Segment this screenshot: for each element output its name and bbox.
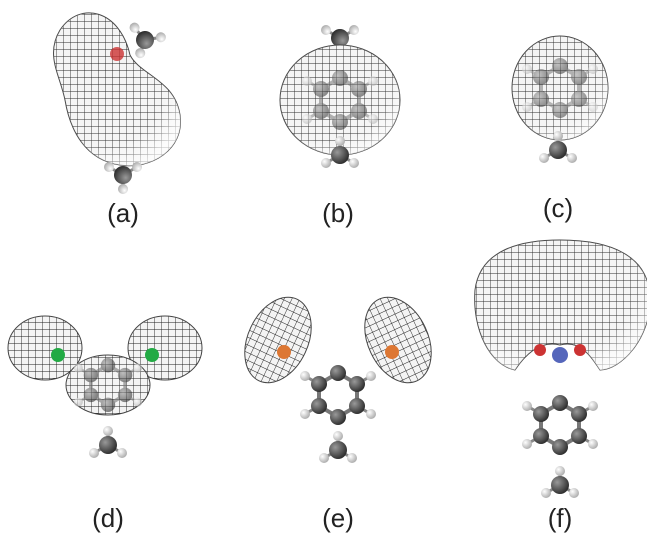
molecule-e (232, 287, 444, 463)
panel-label: (f) (548, 503, 573, 533)
molecule-a (54, 13, 181, 194)
molecule-f (475, 240, 647, 498)
molecule-b (280, 25, 400, 168)
molecule-d (8, 316, 202, 458)
panel-label: (b) (322, 198, 354, 228)
figure: (a) (b) (c) (d) (e) (f) (0, 0, 647, 535)
page: body { margin: 0; background: #fff; font… (0, 0, 647, 535)
panel-label: (c) (543, 193, 573, 223)
panel-label: (a) (107, 198, 139, 228)
body: {"panels": [{"label": "(a)"}, {"label": … (0, 0, 647, 535)
panel-label: (e) (322, 503, 354, 533)
panel-label: (d) (92, 503, 124, 533)
molecule-c (512, 36, 608, 163)
